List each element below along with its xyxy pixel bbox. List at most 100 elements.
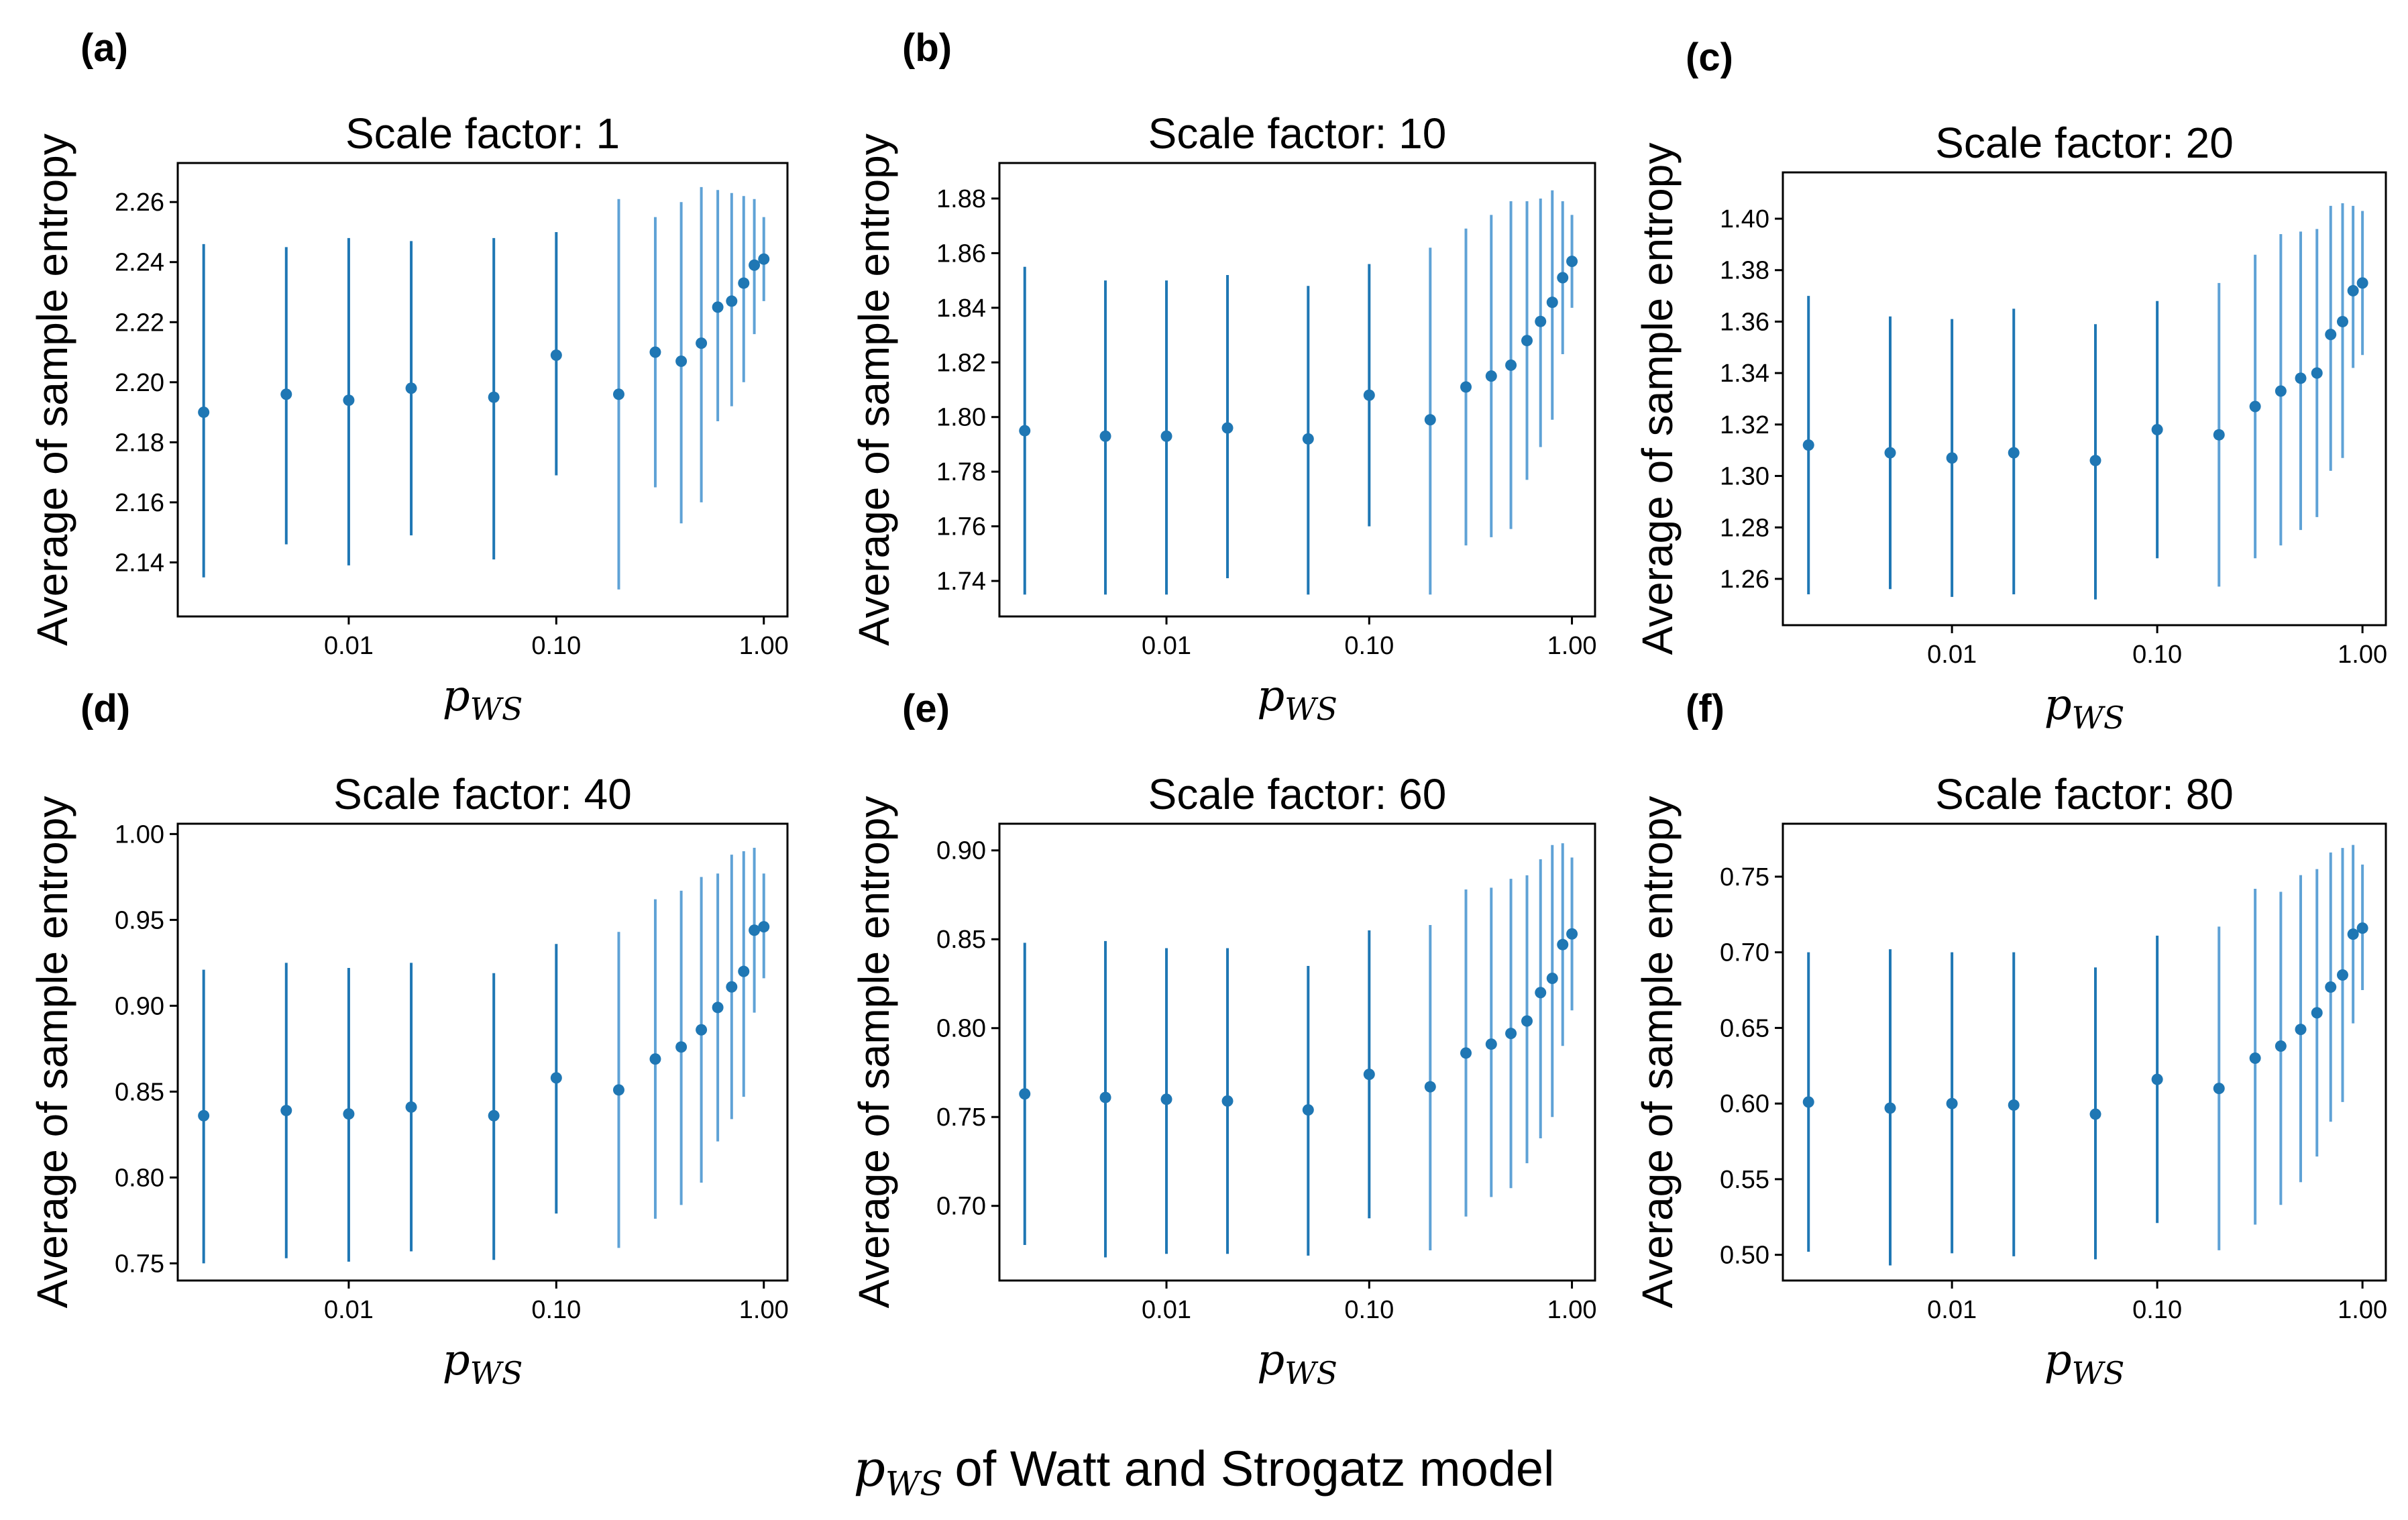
data-point [758, 921, 770, 933]
data-point [1884, 1102, 1896, 1114]
data-point [1557, 938, 1569, 951]
data-point [1363, 1069, 1375, 1081]
data-point [2151, 424, 2163, 436]
data-point [1535, 987, 1547, 999]
x-tick-label: 0.10 [2132, 641, 2182, 669]
data-point [2249, 1052, 2261, 1065]
x-axis-label: pWS [2044, 1336, 2125, 1391]
data-point [1802, 439, 1814, 451]
data-point [2356, 922, 2368, 934]
y-axis-label: Average of sample entropy [1633, 796, 1682, 1309]
chart-panel: (c) Scale factor: 20 Average of sample ent… [1633, 36, 2387, 736]
y-tick-label: 1.00 [115, 820, 164, 849]
chart-panel: (e) Scale factor: 60 Average of sample ent… [850, 687, 1597, 1391]
data-point [1566, 928, 1578, 940]
data-point [1363, 389, 1375, 401]
y-tick-label: 0.75 [1720, 863, 1769, 891]
data-point [1535, 315, 1547, 327]
data-point [696, 337, 708, 349]
x-tick-label: 1.00 [1547, 1296, 1597, 1324]
data-point [1884, 447, 1896, 459]
x-axis-label-symbol: p [2044, 1336, 2072, 1385]
data-point [726, 295, 738, 307]
figure-xlabel-symbol: p [854, 1440, 885, 1498]
x-axis-label-subscript: WS [2072, 700, 2125, 736]
data-point [1302, 1104, 1314, 1116]
y-tick-label: 2.22 [115, 309, 164, 337]
y-tick-label: 2.20 [115, 369, 164, 397]
data-point [675, 1041, 688, 1053]
y-tick-label: 0.50 [1720, 1242, 1769, 1270]
data-point [1485, 1038, 1497, 1050]
x-tick-label: 0.10 [1344, 1296, 1394, 1324]
data-point [1099, 1091, 1111, 1103]
data-point [550, 349, 562, 362]
plot-frame [1782, 822, 2387, 1282]
data-point [712, 1001, 724, 1014]
data-point [649, 346, 661, 358]
data-point [198, 1109, 210, 1122]
x-tick-label: 0.01 [1927, 1296, 1977, 1324]
plot-frame [998, 162, 1596, 618]
data-point [1019, 425, 1031, 437]
data-point [738, 965, 750, 977]
data-point [1160, 1093, 1172, 1105]
x-tick-label: 0.10 [1344, 632, 1394, 660]
y-tick-label: 0.75 [115, 1250, 164, 1278]
x-axis-label: pWS [1257, 1336, 1337, 1391]
y-tick-label: 2.26 [115, 188, 164, 217]
data-point [2089, 455, 2101, 467]
y-tick-label: 0.60 [1720, 1090, 1769, 1118]
data-point [675, 355, 688, 367]
x-axis-label-symbol: p [1257, 671, 1284, 721]
data-point [1424, 414, 1436, 426]
chart-panel: (a) Scale factor: 1 Average of sample entr… [28, 26, 789, 727]
y-tick-label: 0.85 [936, 926, 986, 954]
x-tick-label: 0.01 [324, 1296, 374, 1324]
y-axis-label: Average of sample entropy [850, 796, 898, 1309]
data-point [1019, 1088, 1031, 1100]
y-tick-label: 0.70 [936, 1193, 986, 1221]
data-point [280, 388, 292, 400]
data-point [405, 382, 417, 394]
data-point [1546, 973, 1558, 985]
data-point [1505, 359, 1517, 371]
data-point [198, 406, 210, 419]
x-tick-label: 0.01 [324, 632, 374, 660]
panel-label: (d) [80, 687, 130, 730]
x-axis-label: pWS [443, 671, 523, 727]
y-tick-label: 1.36 [1720, 308, 1769, 336]
data-point [2089, 1108, 2101, 1120]
plot-frame [1782, 171, 2387, 627]
y-axis-label: Average of sample entropy [28, 796, 76, 1309]
data-point [343, 394, 355, 406]
y-tick-label: 0.65 [1720, 1014, 1769, 1042]
data-point [2325, 981, 2337, 993]
y-axis-label: Average of sample entropy [1633, 143, 1682, 655]
y-tick-label: 1.38 [1720, 257, 1769, 285]
y-tick-label: 0.95 [115, 906, 164, 934]
data-point [2347, 284, 2359, 296]
data-point [1160, 430, 1172, 442]
data-point [2336, 315, 2348, 327]
data-point [1221, 422, 1234, 434]
x-axis-label-subscript: WS [470, 691, 523, 727]
data-point [1302, 433, 1314, 445]
data-point [488, 1109, 500, 1122]
panels-group: (a) Scale factor: 1 Average of sample entr… [28, 26, 2387, 1391]
x-axis-label-symbol: p [443, 671, 470, 721]
y-tick-label: 1.40 [1720, 205, 1769, 233]
data-point [405, 1101, 417, 1113]
chart-panel: (f) Scale factor: 80 Average of sample ent… [1633, 687, 2387, 1391]
data-point [1802, 1096, 1814, 1108]
data-point [1460, 1047, 1472, 1059]
y-tick-label: 0.80 [115, 1164, 164, 1192]
y-tick-label: 0.80 [936, 1015, 986, 1043]
figure-xlabel-subscript: WS [885, 1464, 943, 1503]
y-tick-label: 2.16 [115, 489, 164, 517]
y-tick-label: 2.14 [115, 549, 164, 577]
data-point [1557, 272, 1569, 284]
data-point [2356, 277, 2368, 289]
data-point [2347, 928, 2359, 940]
